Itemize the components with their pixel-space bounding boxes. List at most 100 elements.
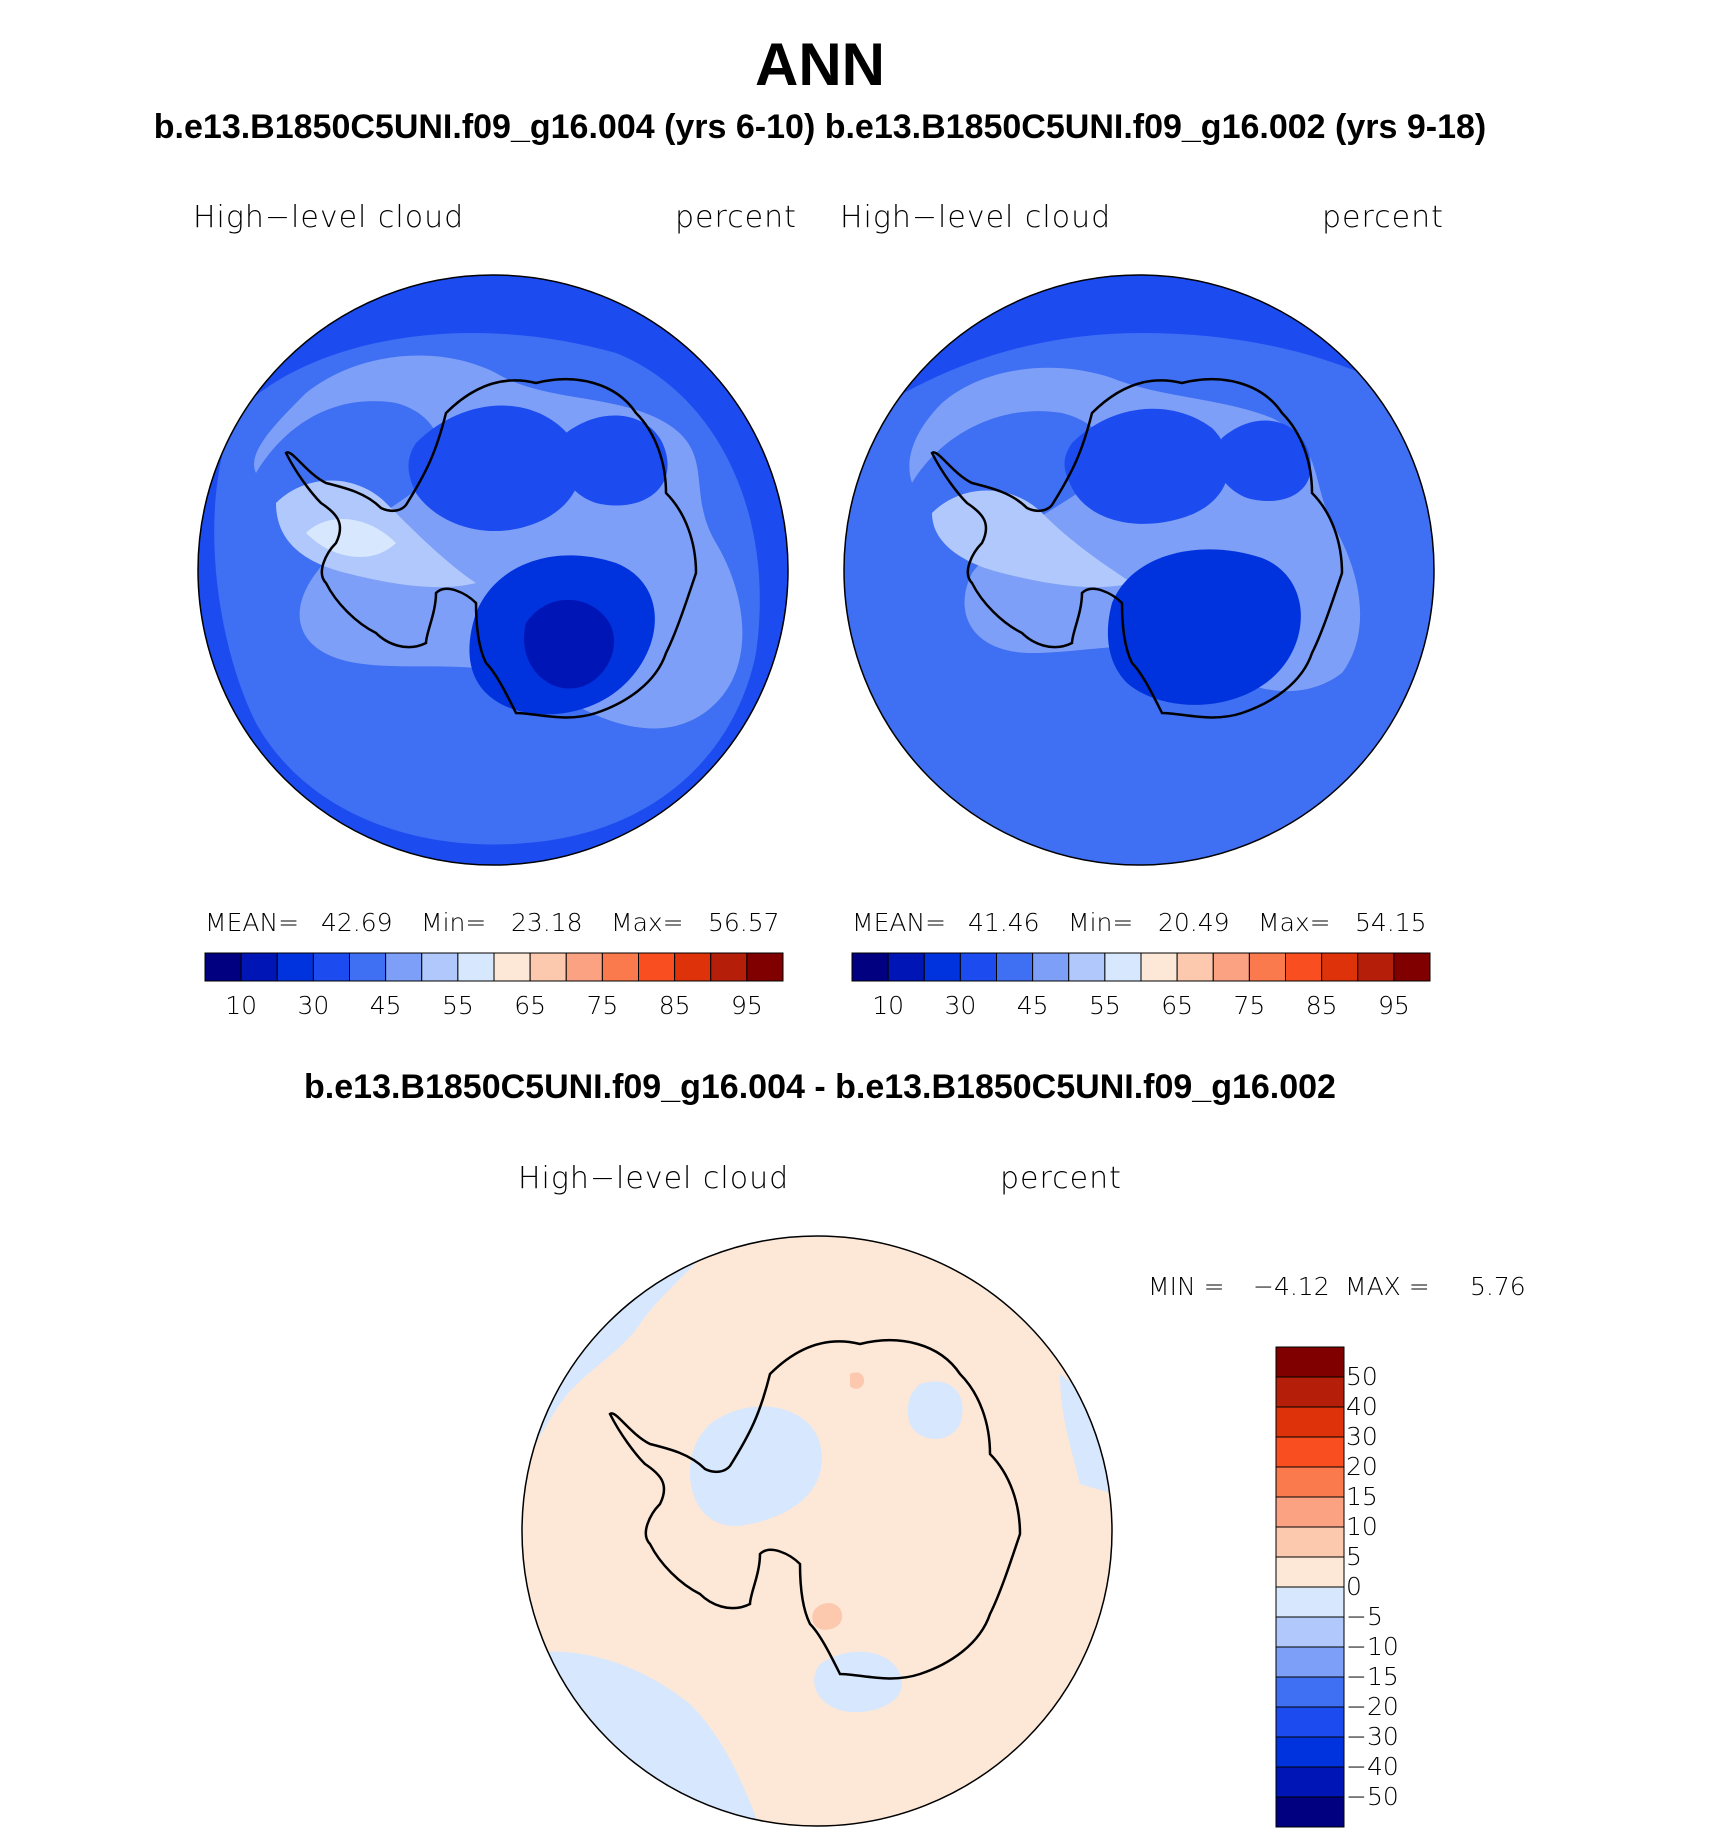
difference-max-value: 5.76: [1470, 1272, 1526, 1301]
coastline: [608, 1339, 1022, 1680]
coastline: [284, 378, 698, 719]
panel1-colorbar-swatch: [601, 952, 639, 982]
panel1-mean-value: 42.69: [321, 908, 393, 937]
difference-colorbar-swatch: [1275, 1766, 1345, 1798]
panel2-colorbar-swatch: [1104, 952, 1142, 982]
negative-fill-right-edge: [1060, 1374, 1112, 1494]
difference-colorbar-swatch: [1275, 1346, 1345, 1378]
panel1-max-value: 56.57: [708, 908, 780, 937]
difference-colorbar-tick-label: 50: [1346, 1362, 1378, 1391]
panel1-polar-map: [197, 274, 789, 866]
difference-colorbar-swatch: [1275, 1796, 1345, 1828]
panel1-colorbar-tick-label: 75: [586, 991, 619, 1020]
panel2-colorbar: [851, 952, 1431, 982]
panel2-colorbar-tick-label: 75: [1233, 991, 1266, 1020]
difference-units-label: percent: [1000, 1161, 1122, 1196]
panel1-colorbar-swatch: [349, 952, 387, 982]
positive-fill-5-10-b: [850, 1372, 865, 1389]
difference-colorbar-swatch: [1275, 1556, 1345, 1588]
difference-colorbar-swatch: [1275, 1586, 1345, 1618]
panel2-colorbar-tick-label: 65: [1161, 991, 1194, 1020]
panel2-units-label: percent: [1322, 200, 1444, 235]
interior-fill-30b: [560, 415, 668, 506]
panel1-colorbar-tick-label: 55: [441, 991, 474, 1020]
panel1-max-label: Max=: [611, 908, 684, 937]
panel1-colorbar-swatch: [710, 952, 748, 982]
difference-colorbar-tick-label: −30: [1346, 1722, 1399, 1751]
panel2-colorbar-tick-label: 10: [872, 991, 905, 1020]
difference-colorbar-swatch: [1275, 1496, 1345, 1528]
panel2-colorbar-swatch: [851, 952, 889, 982]
interior-fill-30b: [1216, 420, 1311, 502]
panel2-colorbar-swatch: [1321, 952, 1359, 982]
panel1-colorbar-swatch: [565, 952, 603, 982]
negative-fill-right: [907, 1381, 963, 1439]
panel2-colorbar-swatch: [1285, 952, 1323, 982]
difference-colorbar-tick-label: 30: [1346, 1422, 1378, 1451]
negative-fill-interior: [690, 1406, 822, 1526]
panel2-colorbar-swatch: [923, 952, 961, 982]
difference-colorbar-swatch: [1275, 1616, 1345, 1648]
panel1-colorbar-swatch: [529, 952, 567, 982]
panel1-min-label: Min=: [421, 908, 487, 937]
negative-fill-bottom: [814, 1651, 902, 1713]
panel1-colorbar-swatch: [674, 952, 712, 982]
difference-colorbar-swatch: [1275, 1646, 1345, 1678]
difference-colorbar-tick-label: 10: [1346, 1512, 1378, 1541]
figure-subtitle: b.e13.B1850C5UNI.f09_g16.004 (yrs 6-10) …: [153, 108, 1487, 146]
interior-fill-20: [1107, 549, 1301, 705]
difference-colorbar-tick-label: −5: [1346, 1602, 1383, 1631]
panel2-polar-map: [843, 274, 1435, 866]
panel1-colorbar-swatch: [638, 952, 676, 982]
difference-colorbar-swatch: [1275, 1376, 1345, 1408]
difference-title: b.e13.B1850C5UNI.f09_g16.004 - b.e13.B18…: [304, 1068, 1336, 1106]
panel2-colorbar-swatch: [1140, 952, 1178, 982]
difference-min-value: −4.12: [1253, 1272, 1330, 1301]
difference-min-label: MIN =: [1148, 1272, 1225, 1301]
interior-fill-30a: [1064, 408, 1229, 524]
panel2-colorbar-swatch: [959, 952, 997, 982]
difference-colorbar-swatch: [1275, 1736, 1345, 1768]
panel2-colorbar-swatch: [1212, 952, 1250, 982]
panel1-mean-label: MEAN=: [205, 908, 300, 937]
panel2-colorbar-tick-label: 45: [1016, 991, 1049, 1020]
panel1-colorbar-swatch: [746, 952, 784, 982]
panel2-colorbar-tick-label: 55: [1088, 991, 1121, 1020]
panel1-colorbar-tick-label: 85: [658, 991, 691, 1020]
panel2-colorbar-swatch: [887, 952, 925, 982]
panel2-colorbar-swatch: [1248, 952, 1286, 982]
difference-colorbar-tick-label: 0: [1346, 1572, 1362, 1601]
panel2-colorbar-tick-label: 30: [944, 991, 977, 1020]
panel1-variable-label: High−level cloud: [193, 200, 465, 235]
panel1-colorbar-swatch: [312, 952, 350, 982]
difference-colorbar: [1275, 1346, 1345, 1828]
difference-variable-label: High−level cloud: [518, 1161, 790, 1196]
panel1-colorbar-swatch: [421, 952, 459, 982]
panel2-colorbar-tick-label: 85: [1305, 991, 1338, 1020]
panel2-colorbar-swatch: [1176, 952, 1214, 982]
difference-colorbar-swatch: [1275, 1466, 1345, 1498]
difference-max-label: MAX =: [1345, 1272, 1430, 1301]
zone-fill-light: [306, 519, 396, 557]
difference-colorbar-tick-label: −20: [1346, 1692, 1399, 1721]
interior-fill-10: [524, 599, 615, 689]
panel2-mean-label: MEAN=: [852, 908, 947, 937]
difference-colorbar-tick-label: −40: [1346, 1752, 1399, 1781]
panel1-colorbar-tick-label: 65: [514, 991, 547, 1020]
panel1-units-label: percent: [675, 200, 797, 235]
panel2-variable-label: High−level cloud: [840, 200, 1112, 235]
difference-colorbar-tick-label: −15: [1346, 1662, 1399, 1691]
panel2-colorbar-swatch: [1357, 952, 1395, 982]
panel1-min-value: 23.18: [511, 908, 583, 937]
interior-fill-30a: [408, 405, 581, 532]
difference-colorbar-tick-label: −50: [1346, 1782, 1399, 1811]
figure-title: ANN: [755, 31, 885, 98]
panel1-colorbar-swatch: [240, 952, 278, 982]
panel1-colorbar-tick-label: 95: [730, 991, 763, 1020]
panel1-colorbar-tick-label: 45: [369, 991, 402, 1020]
difference-colorbar-tick-label: 20: [1346, 1452, 1378, 1481]
panel2-colorbar-swatch: [1393, 952, 1431, 982]
difference-colorbar-swatch: [1275, 1526, 1345, 1558]
panel2-max-value: 54.15: [1355, 908, 1427, 937]
difference-colorbar-swatch: [1275, 1676, 1345, 1708]
